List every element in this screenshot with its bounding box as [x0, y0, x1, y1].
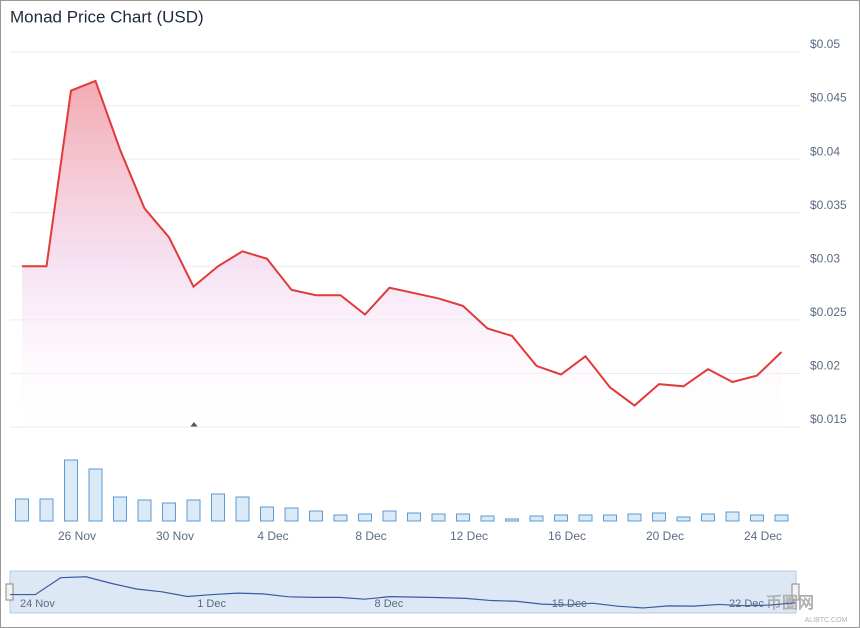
volume-bar	[529, 515, 544, 522]
x-tick-label: 4 Dec	[257, 529, 288, 543]
volume-bar	[137, 499, 152, 522]
navigator-label: 24 Nov	[20, 598, 55, 610]
volume-bar	[431, 513, 446, 522]
y-tick-label: $0.04	[810, 144, 840, 158]
volume-bar	[676, 516, 691, 522]
x-tick-label: 20 Dec	[646, 529, 684, 543]
volume-bar	[113, 496, 127, 522]
y-tick-label: $0.035	[810, 198, 847, 212]
y-tick-label: $0.015	[810, 412, 847, 426]
volume-bar	[333, 514, 348, 522]
volume-bar	[358, 513, 372, 522]
volume-bar	[603, 514, 617, 522]
volume-bar	[505, 518, 519, 522]
volume-bar	[725, 511, 740, 522]
volume-bar	[162, 502, 176, 522]
navigator-label: 15 Dec	[552, 598, 587, 610]
volume-bar	[750, 514, 764, 522]
navigator-label: 8 Dec	[375, 598, 404, 610]
navigator-handle[interactable]	[791, 583, 800, 601]
volume-bar	[235, 496, 250, 522]
volume-bar	[284, 507, 299, 522]
volume-bar	[456, 513, 470, 522]
y-tick-label: $0.025	[810, 305, 847, 319]
volume-bar	[627, 513, 642, 522]
x-tick-label: 26 Nov	[58, 529, 96, 543]
y-tick-label: $0.02	[810, 359, 840, 373]
navigator-label: 22 Dec	[729, 598, 764, 610]
x-tick-label: 16 Dec	[548, 529, 586, 543]
volume-bar	[211, 493, 225, 522]
volume-bar	[15, 498, 29, 522]
x-tick-label: 12 Dec	[450, 529, 488, 543]
volume-bar	[39, 498, 54, 522]
volume-bar	[260, 506, 274, 522]
price-line	[22, 79, 783, 407]
volume-bar	[407, 512, 421, 522]
navigator-handle[interactable]	[5, 583, 14, 601]
volume-bar	[88, 468, 103, 522]
volume-bar	[554, 514, 568, 522]
navigator-line	[10, 576, 796, 609]
area	[22, 80, 782, 427]
volume-bar	[309, 510, 323, 522]
volume-bar	[186, 499, 201, 522]
volume-bar	[578, 514, 593, 522]
chart-title: Monad Price Chart (USD)	[10, 7, 204, 26]
y-tick-label: $0.03	[810, 251, 840, 265]
x-tick-label: 8 Dec	[355, 529, 386, 543]
navigator-label: 1 Dec	[197, 598, 226, 610]
x-tick-label: 24 Dec	[744, 529, 782, 543]
volume-bar	[382, 510, 397, 522]
volume-bar	[701, 513, 715, 522]
volume-bar	[774, 514, 789, 522]
volume-bar	[480, 515, 495, 522]
volume-bar	[64, 459, 78, 522]
volume-bar	[652, 512, 666, 522]
x-tick-label: 30 Nov	[156, 529, 194, 543]
y-tick-label: $0.045	[810, 91, 847, 105]
y-tick-label: $0.05	[810, 37, 840, 51]
watermark-url: ALIBTC.COM	[805, 617, 848, 624]
